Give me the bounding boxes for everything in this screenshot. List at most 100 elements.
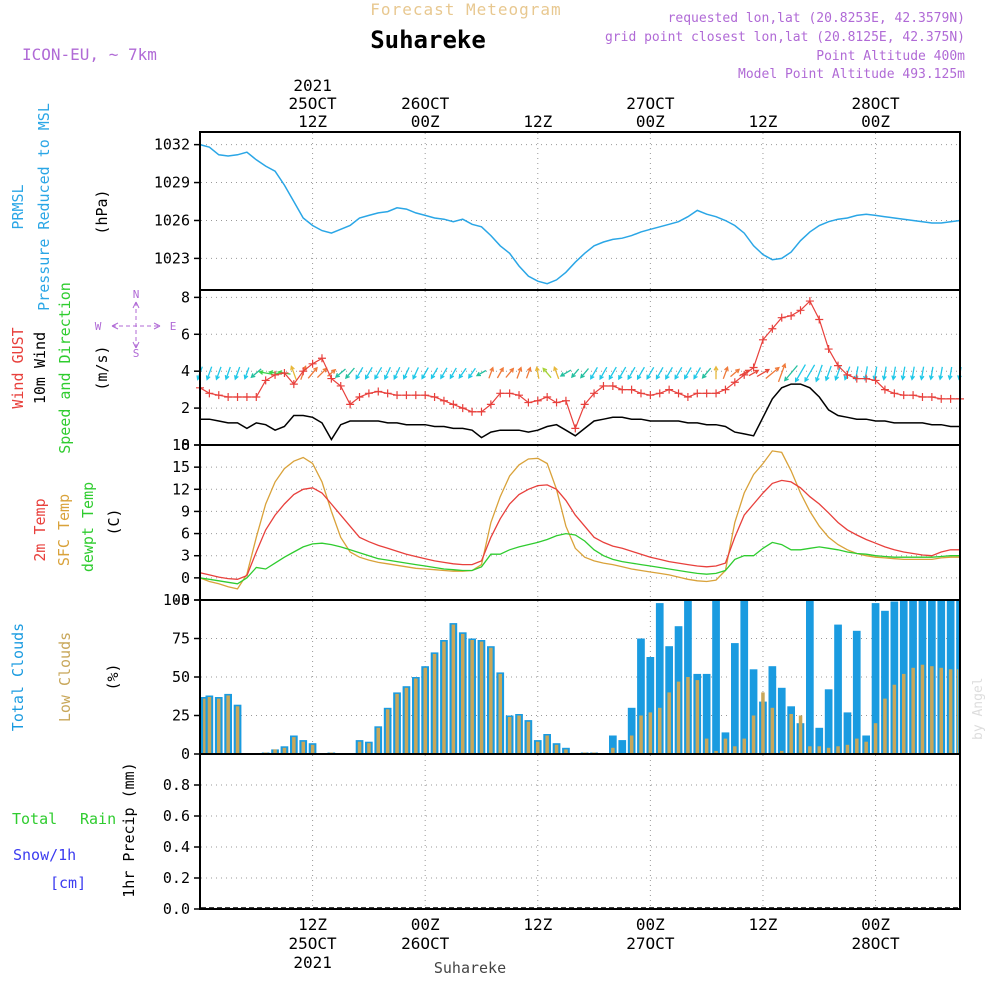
low-cloud-bar <box>761 692 765 754</box>
wind-arrow <box>496 366 504 379</box>
precip-frame <box>199 753 961 910</box>
y-tick-label: -3 <box>172 591 190 609</box>
low-cloud-bar <box>536 741 540 754</box>
wind-arrow <box>534 365 540 379</box>
low-cloud-bar <box>545 735 549 754</box>
low-cloud-bar <box>695 680 700 754</box>
low-cloud-bar <box>648 712 653 754</box>
wind-arrow <box>684 367 692 380</box>
wind-gust-point <box>787 311 796 320</box>
wind-gust-point <box>937 394 946 403</box>
total-cloud-bar <box>777 687 786 754</box>
y-tick-label: 12 <box>172 480 190 498</box>
low-cloud-bar <box>817 746 821 754</box>
wind-arrow <box>701 367 712 379</box>
low-cloud-bar <box>432 653 437 754</box>
wind-gust-point <box>224 393 233 402</box>
wind-gust-point <box>843 370 852 379</box>
wind-arrow <box>783 365 798 382</box>
wind-gust-point <box>805 297 814 306</box>
2m-temp-line <box>199 479 960 580</box>
y-tick-label: 0.2 <box>163 869 190 887</box>
total-cloud-bar <box>881 610 889 754</box>
wind-arrow <box>834 366 842 381</box>
wind-arrow <box>618 366 627 381</box>
wind-arrow <box>674 366 683 380</box>
wind-gust-point <box>421 391 430 400</box>
low-cloud-bar <box>798 715 803 754</box>
low-cloud-bar <box>385 709 390 754</box>
wind-arrow <box>393 366 401 381</box>
low-cloud-bar <box>826 747 831 754</box>
y-tick-label: 1023 <box>154 249 190 267</box>
wind-gust-point <box>618 385 627 394</box>
wind-arrow <box>919 366 925 381</box>
wind-arrow <box>449 367 457 380</box>
low-cloud-bar <box>639 715 643 754</box>
wind-arrow <box>900 366 906 381</box>
wind-gust-point <box>449 400 458 409</box>
low-cloud-bar <box>489 647 493 754</box>
wind-arrow <box>290 365 297 380</box>
precip-grid <box>201 755 959 910</box>
wind-arrow <box>559 369 572 377</box>
bottom-time-label: 12Z <box>523 915 552 934</box>
compass-rose: N S W E <box>95 288 177 360</box>
low-cloud-bar <box>414 678 418 754</box>
wind-arrow <box>722 366 729 380</box>
low-cloud-bar <box>611 747 615 754</box>
wind-gust-point <box>242 393 251 402</box>
low-cloud-bar <box>770 707 775 754</box>
low-cloud-bar <box>733 746 737 754</box>
wind-gust-point <box>758 335 767 344</box>
wind-arrow <box>402 367 410 380</box>
wind-gust-point <box>346 400 355 409</box>
low-cloud-bar <box>404 687 409 754</box>
wind-arrow <box>881 366 887 381</box>
wind-gust-point <box>909 391 918 400</box>
chart-title: Forecast Meteogram <box>370 0 561 19</box>
low-cloud-bar <box>956 669 959 754</box>
compass-south: S <box>133 347 140 360</box>
y-tick-label: 18 <box>172 436 190 454</box>
wind-gust-point <box>918 393 927 402</box>
pressure-line <box>199 143 961 285</box>
low-cloud-bar <box>836 746 840 754</box>
wind-gust-point <box>543 393 552 402</box>
low-cloud-bar <box>920 664 925 754</box>
wind-gust-point <box>636 389 645 398</box>
wind-arrow <box>307 366 318 379</box>
wind-gust-point <box>299 367 308 376</box>
wind-arrow <box>421 367 429 380</box>
low-cloud-bar <box>367 743 371 754</box>
top-time-label: 2021 <box>293 76 332 95</box>
temp-dew-label: dewpt Temp <box>79 482 97 572</box>
total-cloud-bar <box>702 673 711 754</box>
bottom-time-label: 26OCT <box>401 934 450 953</box>
top-time-label: 00Z <box>861 112 890 131</box>
y-tick-label: 100 <box>163 591 190 609</box>
wind-arrow <box>258 370 272 375</box>
total-cloud-bar <box>749 669 758 754</box>
wind-arrow <box>608 366 617 381</box>
low-cloud-bar <box>376 727 380 754</box>
wind-gust-point <box>496 389 505 398</box>
wind-gust-point <box>824 345 833 354</box>
model-point-altitude: Model Point Altitude 493.125m <box>738 67 965 82</box>
compass-north: N <box>133 288 140 301</box>
requested-coords: requested lon,lat (20.8253E, 42.3579N) <box>668 11 965 26</box>
low-cloud-bar <box>235 706 240 754</box>
wind-gust-point <box>721 385 730 394</box>
point-altitude: Point Altitude 400m <box>816 49 965 64</box>
wind-gust-point <box>317 354 326 363</box>
grid-point-coords: grid point closest lon,lat (20.8125E, 42… <box>605 30 965 45</box>
wind-arrow <box>224 366 231 381</box>
wind-gust-point <box>505 389 514 398</box>
bottom-time-label: 27OCT <box>626 934 675 953</box>
wind-gust-point <box>336 381 345 390</box>
wind-arrow <box>440 367 448 380</box>
wind-gust-point <box>515 391 524 400</box>
low-cloud-bar <box>282 747 287 754</box>
